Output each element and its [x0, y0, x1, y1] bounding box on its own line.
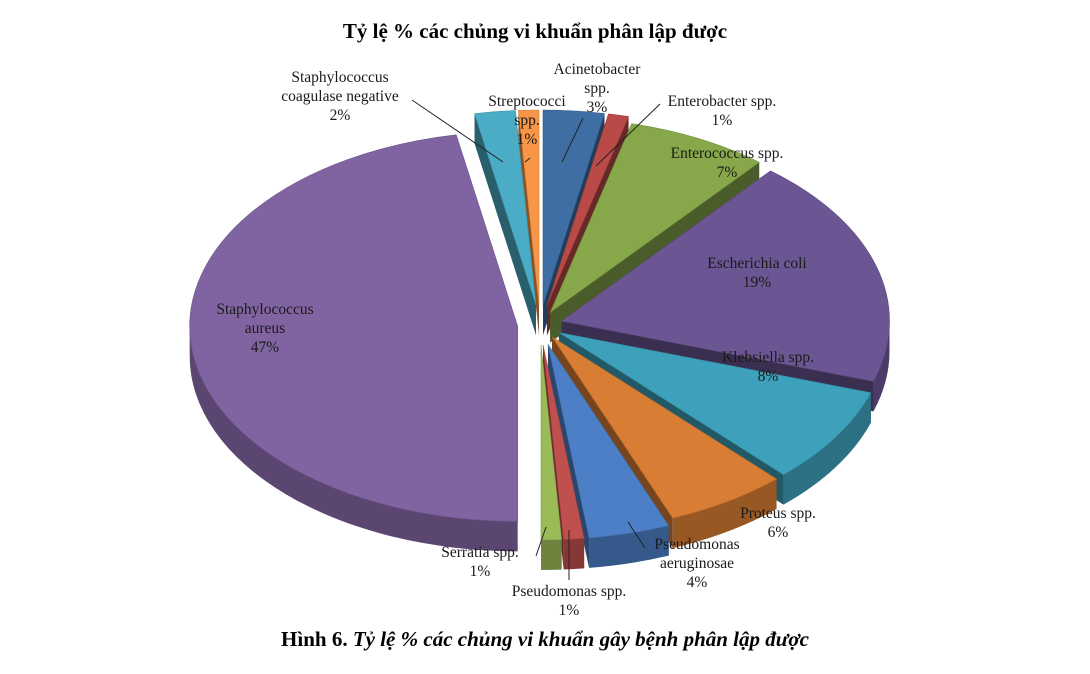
slice-label-6: Pseudomonas aeruginosae 4%	[654, 536, 739, 591]
slice-label-7: Pseudomonas spp. 1%	[512, 583, 627, 619]
slice-value-6: 4%	[687, 574, 708, 591]
slice-value-8: 1%	[470, 563, 491, 580]
slice-3	[560, 170, 890, 382]
slice-label-9: Staphylococcus aureus 47%	[216, 301, 313, 356]
slice-label-4: Klebsiella spp. 8%	[722, 349, 814, 385]
slice-label-1: Enterobacter spp. 1%	[668, 93, 776, 129]
slice-name-11-0: Streptococci	[488, 93, 566, 110]
leader-line-0	[561, 117, 584, 163]
slice-10	[474, 110, 537, 306]
slice-label-2: Enterococcus spp. 7%	[671, 145, 784, 181]
slice-wall-11-0	[518, 110, 539, 336]
leader-line-1	[595, 103, 661, 167]
slice-value-3: 19%	[743, 274, 772, 291]
slice-name-9-1: aureus	[245, 320, 285, 337]
slice-label-10: Staphylococcus coagulase negative 2%	[281, 69, 399, 124]
slice-value-11: 1%	[517, 131, 538, 148]
slice-2	[549, 123, 760, 314]
slice-name-5-0: Proteus spp.	[740, 505, 816, 522]
chart-title: Tỷ lệ % các chủng vi khuẩn phân lập được	[343, 19, 727, 43]
slice-name-9-0: Staphylococcus	[216, 301, 313, 318]
slice-name-7-0: Pseudomonas spp.	[512, 583, 627, 600]
slice-name-10-1: coagulase negative	[281, 88, 399, 105]
slice-name-2-0: Enterococcus spp.	[671, 145, 784, 162]
caption-text: Tỷ lệ % các chủng vi khuẩn gây bệnh phân…	[352, 627, 809, 651]
slice-value-0: 3%	[587, 99, 608, 116]
slice-label-8: Serratia spp. 1%	[441, 544, 518, 580]
leader-line-6	[627, 521, 646, 549]
slice-1	[546, 113, 629, 306]
slice-rim-9	[189, 326, 518, 552]
slice-label-11: Streptococci spp. 1%	[488, 93, 566, 148]
slice-labels: Acinetobacter spp. 3% Enterobacter spp. 1%En…	[216, 61, 816, 619]
slice-rim-5	[672, 478, 777, 549]
slice-name-10-0: Staphylococcus	[291, 69, 388, 86]
slice-label-5: Proteus spp. 6%	[740, 505, 816, 541]
slice-name-11-1: spp.	[514, 112, 539, 129]
slice-name-6-1: aeruginosae	[660, 555, 734, 572]
slice-value-4: 8%	[758, 368, 779, 385]
slice-value-1: 1%	[712, 112, 733, 129]
slice-rim-3	[873, 321, 890, 412]
leader-lines	[411, 99, 661, 580]
slice-value-7: 1%	[559, 602, 580, 619]
slice-name-0-1: spp.	[584, 80, 609, 97]
slice-name-1-0: Enterobacter spp.	[668, 93, 776, 110]
leader-line-10	[411, 99, 504, 163]
slice-name-8-0: Serratia spp.	[441, 544, 518, 561]
slice-rim-8	[541, 539, 562, 570]
leader-line-11	[524, 157, 531, 163]
slice-label-3: Escherichia coli 19%	[707, 255, 807, 291]
slice-label-0: Acinetobacter spp. 3%	[554, 61, 642, 116]
slice-name-6-0: Pseudomonas	[654, 536, 739, 553]
slice-4	[558, 332, 872, 475]
slice-wall-10-0	[474, 113, 536, 336]
leader-line-8	[535, 526, 547, 557]
slice-value-5: 6%	[768, 524, 789, 541]
caption-lead: Hình 6.	[281, 627, 348, 651]
slice-value-9: 47%	[251, 339, 280, 356]
slice-0	[542, 109, 605, 306]
figure-caption: Hình 6. Tỷ lệ % các chủng vi khuẩn gây b…	[0, 627, 1090, 652]
slice-9	[189, 134, 518, 522]
slice-name-3-0: Escherichia coli	[707, 255, 807, 272]
pie-chart: Tỷ lệ % các chủng vi khuẩn phân lập được…	[189, 19, 890, 619]
slice-6	[547, 344, 670, 539]
slice-5	[551, 336, 778, 519]
slice-name-0-0: Acinetobacter	[554, 61, 642, 78]
slice-7	[542, 344, 585, 540]
slice-11	[518, 109, 540, 306]
slice-value-10: 2%	[330, 107, 351, 124]
slice-value-2: 7%	[717, 164, 738, 181]
slice-rim-7	[563, 538, 585, 570]
pie-slices	[189, 109, 890, 541]
slice-rim-4	[783, 392, 871, 505]
slice-name-4-0: Klebsiella spp.	[722, 349, 814, 366]
